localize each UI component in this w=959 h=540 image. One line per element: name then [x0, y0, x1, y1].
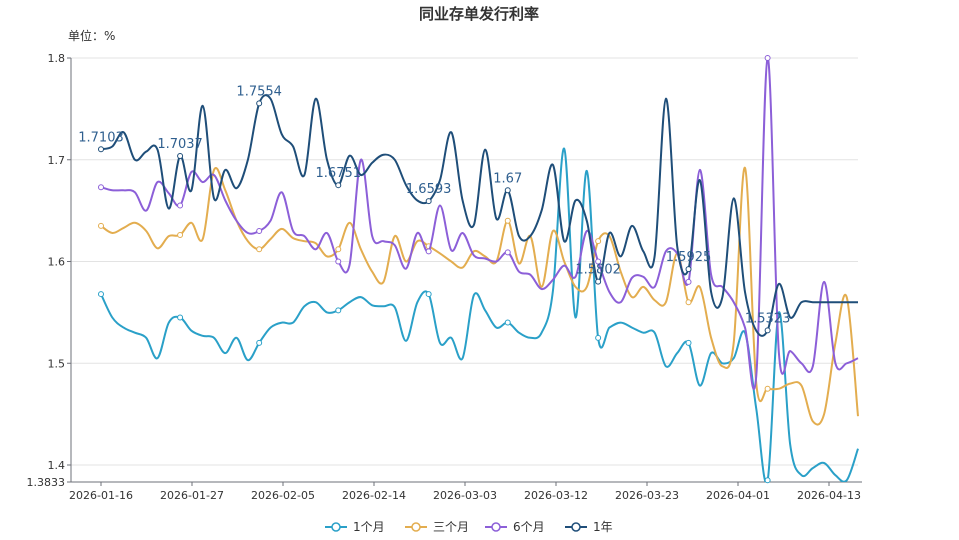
- legend-label: 6个月: [513, 520, 545, 534]
- data-point[interactable]: [256, 339, 263, 346]
- chart-title: 同业存单发行利率: [419, 5, 539, 23]
- data-point[interactable]: [177, 152, 184, 159]
- legend[interactable]: 1个月 三个月 6个月 1年: [325, 520, 613, 534]
- data-point[interactable]: [98, 146, 104, 153]
- data-label: 1.6593: [406, 182, 452, 197]
- data-point[interactable]: [335, 258, 342, 265]
- x-tick-label: 2026-01-16: [69, 489, 133, 502]
- data-point[interactable]: [595, 238, 602, 245]
- legend-label: 1个月: [353, 520, 385, 534]
- data-label: 1.5802: [575, 263, 621, 278]
- data-point[interactable]: [335, 246, 342, 253]
- x-tick-label: 2026-03-03: [433, 489, 497, 502]
- x-tick-label: 2026-03-12: [524, 489, 588, 502]
- legend-marker: [491, 522, 501, 532]
- legend-marker: [571, 522, 581, 532]
- data-label: 1.6751: [316, 166, 362, 181]
- y-tick-label: 1.8: [48, 52, 66, 65]
- data-point[interactable]: [256, 246, 263, 253]
- grid: [71, 57, 858, 466]
- legend-label: 1年: [593, 520, 613, 534]
- data-point[interactable]: [98, 222, 104, 229]
- series-line-2: [100, 56, 859, 390]
- x-tick-label: 2026-04-13: [797, 489, 861, 502]
- x-tick-label: 2026-02-14: [342, 489, 406, 502]
- data-point[interactable]: [595, 334, 602, 341]
- y-unit-label: 单位：%: [68, 28, 115, 43]
- data-point[interactable]: [177, 232, 184, 239]
- x-tick-label: 2026-03-23: [615, 489, 679, 502]
- data-point[interactable]: [177, 314, 184, 321]
- data-point[interactable]: [764, 385, 771, 392]
- data-label: 1.67: [493, 171, 522, 186]
- data-point[interactable]: [98, 291, 104, 298]
- legend-item-0[interactable]: 1个月: [325, 520, 385, 534]
- data-label: 1.7103: [78, 130, 124, 145]
- y-tick-label: 1.5: [48, 357, 66, 370]
- y-tick-label: 1.7: [48, 154, 66, 167]
- legend-label: 三个月: [433, 520, 469, 534]
- data-point[interactable]: [256, 227, 263, 234]
- data-point[interactable]: [764, 55, 771, 61]
- legend-marker: [331, 522, 341, 532]
- x-tick-label: 2026-02-05: [251, 489, 315, 502]
- data-point[interactable]: [504, 187, 511, 194]
- legend-item-3[interactable]: 1年: [565, 520, 613, 534]
- axes: 1.3833 1.4 1.5 1.6 1.7 1.8 2026-01-16 2026-01-2…: [27, 52, 862, 502]
- data-label: 1.7554: [236, 84, 282, 99]
- data-point[interactable]: [764, 477, 771, 484]
- series-line-3: [100, 94, 858, 337]
- data-point[interactable]: [335, 307, 342, 314]
- series-line-0: [100, 147, 859, 482]
- data-point[interactable]: [98, 184, 104, 191]
- x-tick-label: 2026-04-01: [706, 489, 770, 502]
- data-point[interactable]: [425, 198, 432, 205]
- y-tick-label: 1.4: [48, 459, 66, 472]
- data-point[interactable]: [595, 278, 602, 285]
- y-tick-label: 1.6: [48, 256, 66, 269]
- data-label: 1.7037: [157, 137, 203, 152]
- legend-marker: [411, 522, 421, 532]
- data-point[interactable]: [595, 258, 602, 265]
- data-point[interactable]: [425, 248, 432, 255]
- data-point[interactable]: [335, 182, 342, 189]
- data-label: 1.5323: [745, 311, 791, 326]
- data-point[interactable]: [685, 266, 692, 273]
- data-point[interactable]: [425, 291, 432, 298]
- legend-item-2[interactable]: 6个月: [485, 520, 545, 534]
- data-point[interactable]: [177, 202, 184, 209]
- series-lines: [98, 55, 859, 484]
- data-point[interactable]: [764, 327, 771, 334]
- y-tick-label: 1.3833: [27, 476, 66, 489]
- data-point[interactable]: [504, 249, 511, 256]
- data-point[interactable]: [256, 100, 263, 107]
- data-label: 1.5925: [666, 250, 712, 265]
- data-point[interactable]: [504, 217, 511, 224]
- data-point[interactable]: [685, 299, 692, 306]
- x-tick-label: 2026-01-27: [160, 489, 224, 502]
- data-point[interactable]: [685, 278, 692, 285]
- legend-item-1[interactable]: 三个月: [405, 520, 469, 534]
- data-labels: 1.7103 1.7037 1.7554 1.6751 1.6593 1.67 1.5802…: [78, 84, 790, 326]
- data-point[interactable]: [685, 339, 692, 346]
- data-point[interactable]: [504, 319, 511, 326]
